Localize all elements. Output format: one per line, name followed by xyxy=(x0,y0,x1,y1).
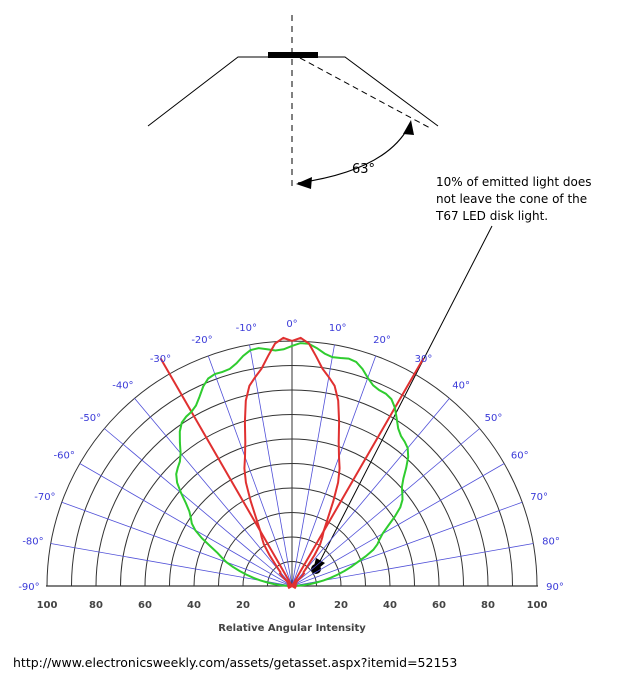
angle-arrowhead-left xyxy=(296,177,312,189)
reflector-outline xyxy=(147,56,439,127)
intensity-tick-label: 100 xyxy=(37,600,58,611)
intensity-tick-label: 40 xyxy=(187,600,201,611)
grid-spoke xyxy=(291,344,335,587)
led-disk xyxy=(268,52,318,58)
grid-spoke xyxy=(291,543,534,587)
intensity-tick-label: 60 xyxy=(432,600,446,611)
angle-label: 0° xyxy=(286,319,297,330)
axis-title: Relative Angular Intensity xyxy=(218,623,366,634)
angle-label: -30° xyxy=(150,354,171,365)
intensity-tick-label: 80 xyxy=(481,600,495,611)
grid-spoke xyxy=(104,428,293,587)
cone-line xyxy=(291,357,425,587)
angle-arrowhead-top xyxy=(403,120,414,135)
cone-lines xyxy=(159,357,425,587)
cone-angle-label: 63° xyxy=(352,162,375,177)
angle-label: 50° xyxy=(485,413,503,424)
angle-label: 40° xyxy=(452,381,470,392)
grid-spoke xyxy=(249,344,293,587)
grid-spoke xyxy=(291,428,480,587)
cone-line xyxy=(159,357,293,587)
intensity-tick-labels: 100 80 60 40 20 0 20 40 60 80 100 xyxy=(37,600,548,611)
angle-label: -80° xyxy=(22,536,43,547)
grid-spoke xyxy=(291,501,523,587)
angle-label: 90° xyxy=(546,582,564,593)
intensity-tick-label: 40 xyxy=(383,600,397,611)
angle-label: -10° xyxy=(236,323,257,334)
intensity-tick-label: 20 xyxy=(236,600,250,611)
intensity-tick-label: 80 xyxy=(89,600,103,611)
polar-chart: -90° -80° -70° -60° -50° -40° -30° -20° -10° 0° 10… xyxy=(18,319,564,634)
grid-spoke xyxy=(291,463,505,587)
annotation-pointer-line xyxy=(317,225,493,566)
angle-label: 60° xyxy=(511,451,529,462)
source-url: http://www.electronicsweekly.com/assets/… xyxy=(13,655,457,670)
angle-labels: -90° -80° -70° -60° -50° -40° -30° -20° -10° 0° 10… xyxy=(18,319,564,593)
wide-distribution-curve xyxy=(175,342,410,587)
grid-spoke xyxy=(61,501,293,587)
angle-label: -90° xyxy=(18,582,39,593)
annotation-target-dot xyxy=(311,564,321,574)
grid-spoke xyxy=(134,398,293,587)
grid-spoke xyxy=(291,398,450,587)
cone-diagram: 63° xyxy=(147,15,439,190)
angle-label: 70° xyxy=(530,492,548,503)
angle-label: -70° xyxy=(34,492,55,503)
intensity-tick-label: 0 xyxy=(289,600,296,611)
annotation-line-1: 10% of emitted light does xyxy=(436,175,592,189)
annotation-line-2: not leave the cone of the xyxy=(436,192,587,206)
angle-label: 10° xyxy=(329,323,347,334)
angle-label: 30° xyxy=(415,354,433,365)
beam-edge-dashed xyxy=(299,57,431,129)
grid-spokes xyxy=(47,341,537,587)
grid-spoke xyxy=(79,463,293,587)
narrow-distribution-curve xyxy=(243,336,341,590)
annotation-line-3: T67 LED disk light. xyxy=(435,209,548,223)
angle-label: -20° xyxy=(191,335,212,346)
angle-label: -50° xyxy=(80,413,101,424)
angle-label: 20° xyxy=(373,335,391,346)
angle-label: -40° xyxy=(112,381,133,392)
intensity-tick-label: 60 xyxy=(138,600,152,611)
angle-label: -60° xyxy=(54,451,75,462)
intensity-tick-label: 20 xyxy=(334,600,348,611)
grid-spoke xyxy=(50,543,293,587)
intensity-tick-label: 100 xyxy=(527,600,548,611)
grid-spoke xyxy=(207,355,293,587)
angle-label: 80° xyxy=(542,536,560,547)
annotation: 10% of emitted light does not leave the … xyxy=(311,175,592,574)
grid-spoke xyxy=(291,355,377,587)
